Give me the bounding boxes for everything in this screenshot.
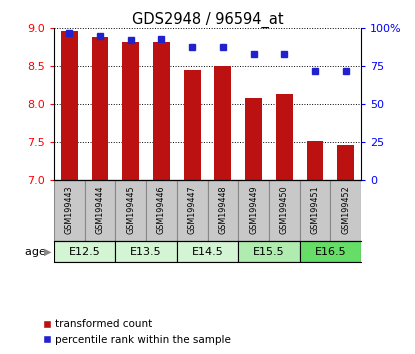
Text: GSM199448: GSM199448: [218, 185, 227, 234]
Bar: [269, 181, 300, 241]
Bar: [300, 181, 330, 241]
Bar: [238, 181, 269, 241]
Bar: [92, 38, 108, 181]
Bar: [122, 42, 139, 181]
Text: GSM199446: GSM199446: [157, 185, 166, 234]
Bar: [245, 97, 262, 181]
Bar: [54, 241, 115, 262]
Bar: [337, 145, 354, 181]
Bar: [238, 241, 300, 262]
Text: GSM199445: GSM199445: [126, 185, 135, 234]
Bar: [61, 30, 78, 181]
Bar: [330, 181, 361, 241]
Text: GSM199449: GSM199449: [249, 185, 258, 234]
Bar: [300, 241, 361, 262]
Bar: [146, 181, 177, 241]
Text: GSM199447: GSM199447: [188, 185, 197, 234]
Text: E16.5: E16.5: [315, 247, 346, 257]
Legend: transformed count, percentile rank within the sample: transformed count, percentile rank withi…: [39, 315, 235, 349]
Bar: [153, 42, 170, 181]
Text: ▶: ▶: [44, 247, 52, 257]
Text: GSM199450: GSM199450: [280, 185, 289, 234]
Text: E13.5: E13.5: [130, 247, 162, 257]
Bar: [307, 141, 323, 181]
Text: age: age: [25, 247, 50, 257]
Text: GSM199443: GSM199443: [65, 185, 74, 234]
Bar: [215, 66, 231, 181]
Text: E14.5: E14.5: [192, 247, 223, 257]
Bar: [184, 70, 200, 181]
Bar: [85, 181, 115, 241]
Bar: [276, 95, 293, 181]
Text: GSM199452: GSM199452: [341, 185, 350, 234]
Bar: [54, 181, 85, 241]
Bar: [115, 241, 177, 262]
Bar: [177, 241, 238, 262]
Title: GDS2948 / 96594_at: GDS2948 / 96594_at: [132, 12, 283, 28]
Text: E15.5: E15.5: [253, 247, 285, 257]
Bar: [177, 181, 208, 241]
Text: GSM199451: GSM199451: [310, 185, 320, 234]
Text: E12.5: E12.5: [69, 247, 100, 257]
Bar: [208, 181, 238, 241]
Bar: [115, 181, 146, 241]
Text: GSM199444: GSM199444: [95, 185, 105, 234]
